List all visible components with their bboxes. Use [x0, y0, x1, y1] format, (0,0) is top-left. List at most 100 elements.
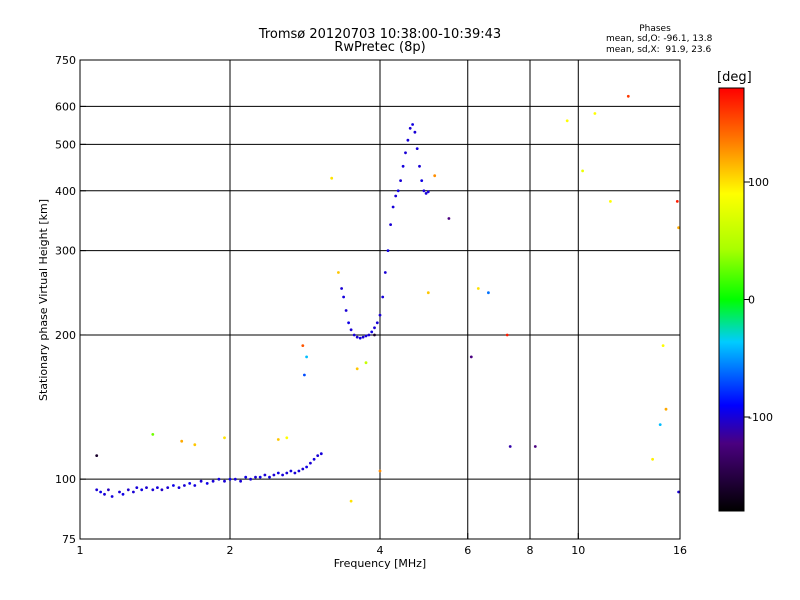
- data-point: [301, 467, 305, 471]
- data-point: [447, 217, 451, 220]
- data-point: [268, 475, 271, 479]
- data-point: [301, 344, 305, 347]
- data-point: [249, 477, 253, 481]
- data-point: [281, 473, 284, 477]
- data-point: [305, 465, 308, 469]
- data-point: [297, 469, 301, 473]
- data-point: [289, 469, 293, 473]
- data-point: [373, 326, 376, 330]
- data-point: [166, 486, 170, 489]
- data-point: [378, 469, 382, 473]
- data-point: [373, 333, 376, 337]
- colorbar-unit-label: [deg]: [717, 70, 752, 85]
- data-point: [344, 309, 348, 312]
- data-point: [626, 94, 630, 98]
- data-point: [160, 488, 164, 492]
- data-point: [593, 112, 597, 115]
- data-point: [180, 439, 184, 443]
- data-point: [140, 488, 144, 492]
- data-point: [389, 223, 392, 227]
- data-point: [151, 433, 155, 436]
- data-point: [426, 291, 430, 295]
- data-point: [312, 457, 316, 461]
- data-point: [420, 179, 424, 183]
- data-point: [418, 164, 421, 168]
- data-point: [355, 367, 359, 371]
- x-axis-ticks: 1 2 4 6 8 10 16: [77, 533, 687, 557]
- x-tick-label: 16: [673, 544, 687, 557]
- x-tick-label: 10: [571, 544, 585, 557]
- data-point: [156, 486, 159, 489]
- data-point: [433, 174, 437, 178]
- y-tick-label: 750: [55, 54, 76, 67]
- colorbar-tick-label: -100: [748, 411, 773, 424]
- data-point: [285, 436, 289, 440]
- y-tick-label: 200: [55, 329, 76, 342]
- data-point: [276, 471, 280, 475]
- data-point: [228, 477, 232, 481]
- y-tick-label: 75: [62, 533, 76, 546]
- data-point: [126, 488, 130, 492]
- data-point: [408, 126, 412, 130]
- data-point: [239, 479, 243, 483]
- phases-label: Phases: [639, 24, 671, 34]
- data-point: [223, 436, 226, 440]
- chart-subtitle: RwPretec (8p): [334, 40, 426, 55]
- data-point: [183, 484, 186, 487]
- data-point: [355, 335, 359, 339]
- data-point: [132, 490, 135, 494]
- data-point: [107, 488, 110, 492]
- data-point: [367, 333, 371, 337]
- x-axis-label: Frequency [MHz]: [334, 557, 426, 570]
- data-point: [396, 189, 400, 193]
- data-point: [309, 461, 312, 465]
- x-tick-label: 4: [377, 544, 384, 557]
- data-point: [413, 130, 417, 134]
- data-point: [415, 147, 419, 151]
- x-tick-label: 2: [227, 544, 234, 557]
- data-point: [263, 473, 267, 477]
- data-point: [95, 454, 99, 457]
- x-tick-label: 8: [527, 544, 534, 557]
- data-point: [677, 226, 680, 230]
- data-point: [205, 482, 209, 485]
- data-point: [337, 271, 340, 274]
- data-point: [188, 482, 192, 485]
- data-point: [347, 321, 350, 325]
- data-point: [411, 123, 414, 126]
- data-point: [319, 452, 323, 456]
- data-point: [664, 407, 668, 411]
- data-point: [193, 484, 197, 487]
- data-point: [293, 471, 297, 475]
- data-point: [487, 291, 490, 295]
- data-point: [533, 445, 537, 448]
- phase-stats-x: mean, sd,X: 91.9, 23.6: [606, 45, 712, 55]
- data-point: [404, 151, 407, 155]
- data-point: [193, 443, 197, 447]
- data-point: [99, 490, 102, 494]
- data-point: [378, 313, 382, 317]
- data-point: [565, 119, 569, 123]
- data-point: [476, 287, 480, 290]
- data-point: [386, 249, 390, 253]
- data-point: [424, 192, 428, 195]
- data-point: [651, 457, 654, 461]
- data-point: [381, 295, 385, 299]
- data-point: [401, 164, 405, 168]
- data-points: [95, 94, 680, 503]
- data-point: [426, 190, 430, 194]
- data-point: [276, 438, 280, 441]
- data-point: [383, 271, 387, 274]
- data-point: [305, 355, 308, 359]
- data-point: [95, 488, 99, 492]
- data-point: [469, 355, 473, 359]
- data-point: [352, 333, 356, 337]
- data-point: [330, 176, 334, 180]
- data-point: [508, 445, 512, 448]
- colorbar-ticks: 100 0 -100: [744, 176, 773, 424]
- data-point: [172, 484, 175, 487]
- grid-lines: [80, 60, 680, 539]
- data-point: [121, 492, 125, 496]
- data-point: [675, 200, 679, 203]
- data-point: [370, 330, 374, 334]
